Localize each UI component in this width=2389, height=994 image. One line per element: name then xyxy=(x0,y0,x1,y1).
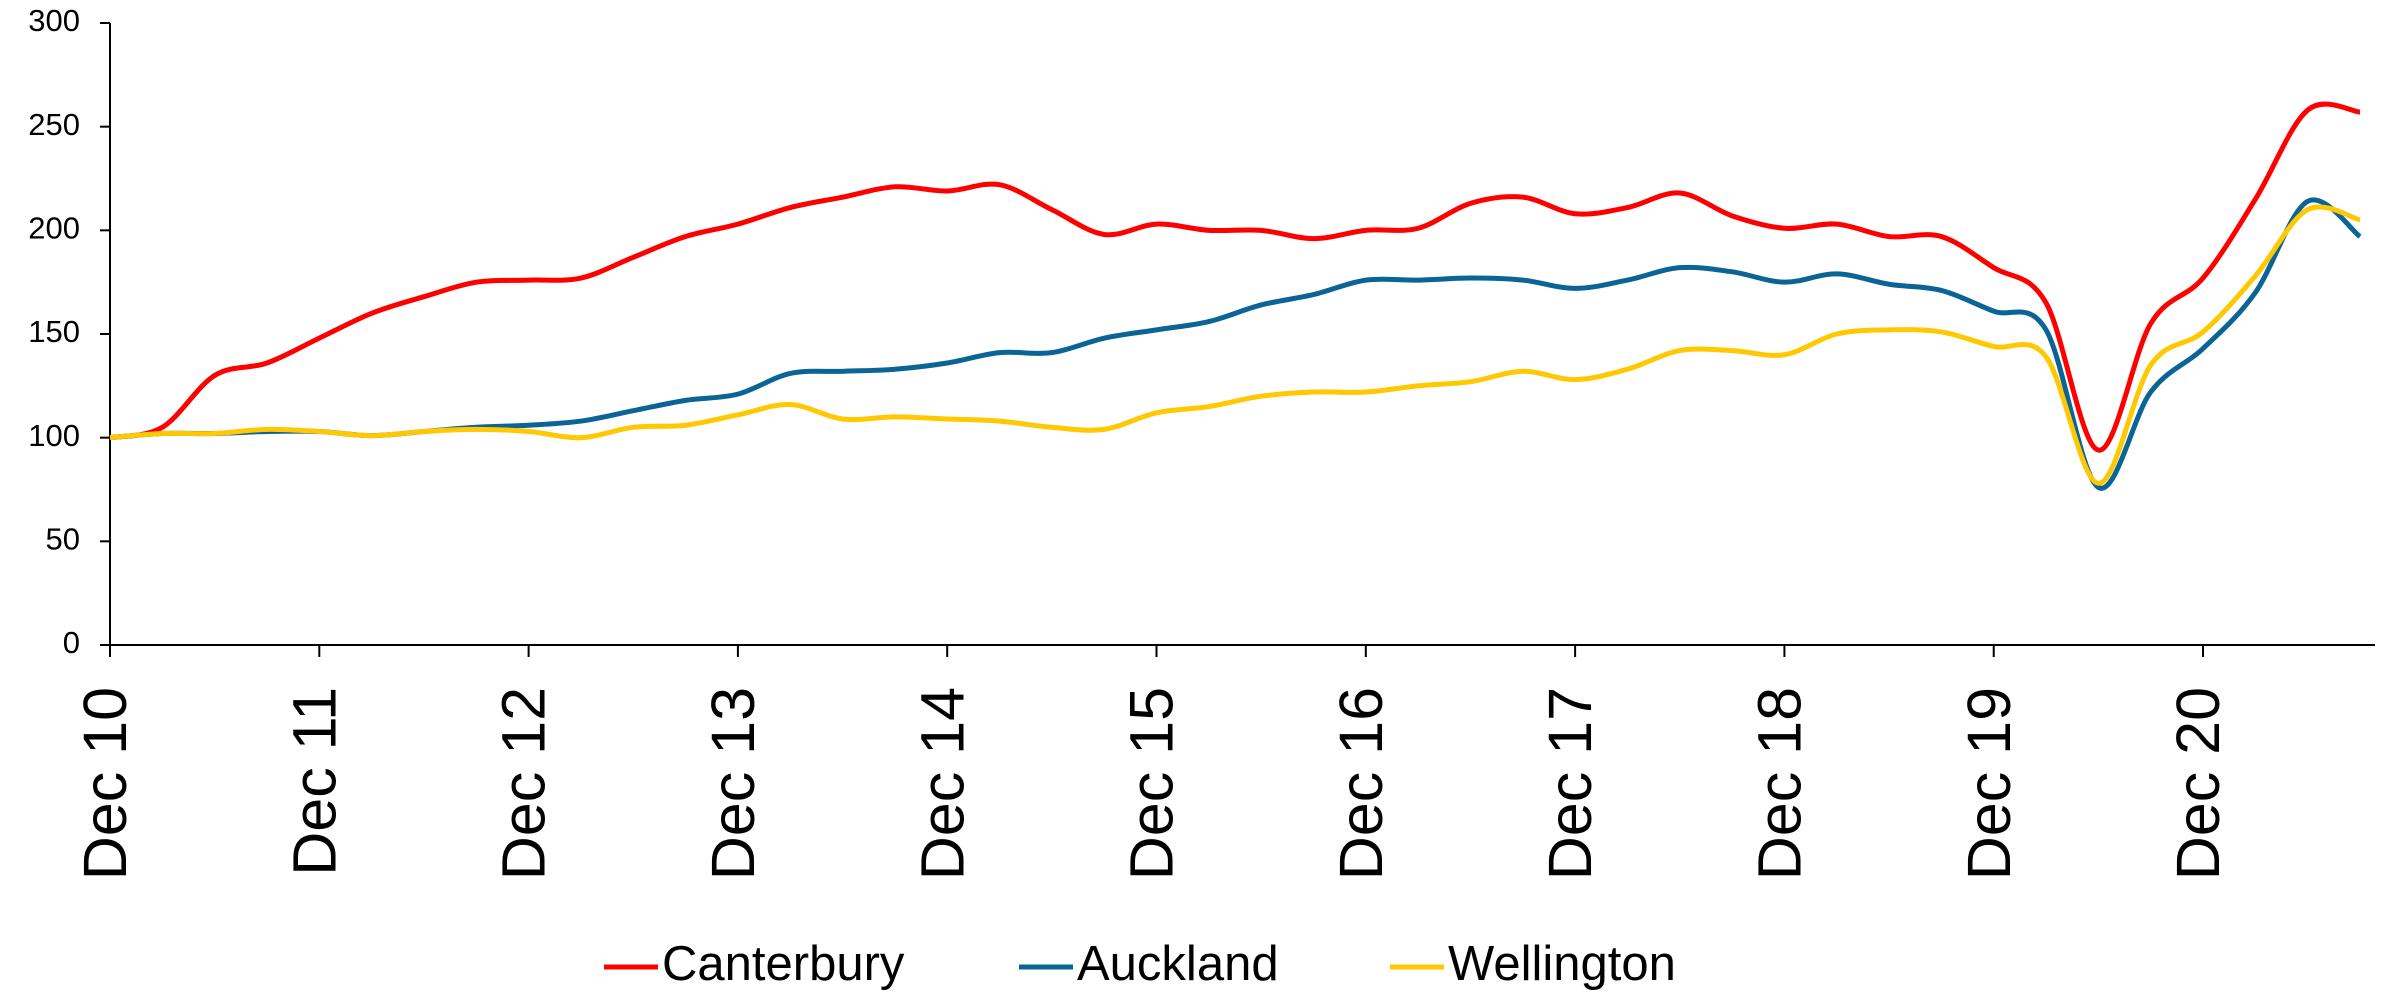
x-tick-label: Dec 15 xyxy=(1118,687,1186,880)
x-tick-label: Dec 19 xyxy=(1955,687,2023,880)
series-line xyxy=(109,197,2362,491)
y-tick-label: 100 xyxy=(28,418,80,453)
x-tick-label: Dec 10 xyxy=(71,687,139,880)
series-line xyxy=(109,101,2361,453)
x-tick-label: Dec 12 xyxy=(490,687,558,880)
legend-label: Auckland xyxy=(1077,937,1279,991)
y-tick-label: 300 xyxy=(28,3,80,38)
x-tick-label: Dec 20 xyxy=(2164,687,2232,880)
y-tick-label: 150 xyxy=(28,314,80,349)
x-tick-label: Dec 11 xyxy=(280,687,348,876)
series-line xyxy=(109,204,2361,486)
x-tick-label: Dec 17 xyxy=(1536,687,1604,880)
y-tick-label: 250 xyxy=(28,107,80,142)
y-tick-label: 0 xyxy=(63,625,80,660)
x-tick-label: Dec 16 xyxy=(1327,687,1395,880)
x-tick-label: Dec 13 xyxy=(699,687,767,880)
y-tick-label: 50 xyxy=(46,522,80,557)
legend-label: Wellington xyxy=(1448,937,1676,991)
x-tick-label: Dec 18 xyxy=(1746,687,1814,880)
x-tick-label: Dec 14 xyxy=(908,687,976,880)
y-tick-label: 200 xyxy=(28,211,80,246)
legend-label: Canterbury xyxy=(662,937,905,991)
